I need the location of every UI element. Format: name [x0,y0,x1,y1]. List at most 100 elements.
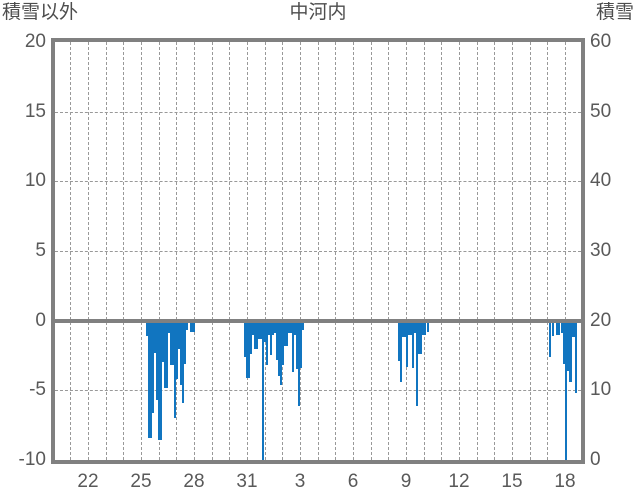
bar [256,320,258,349]
bar [569,320,572,382]
bar [156,320,158,401]
gridline-vertical [441,42,443,460]
bar [160,320,162,441]
bar [427,320,429,332]
x-axis-tick-label: 15 [501,471,523,492]
bar [178,320,180,349]
bar [158,320,160,441]
bar [146,320,148,336]
bar [302,320,304,331]
bar [290,320,292,334]
gridline-vertical [282,42,284,460]
x-axis-tick-label: 12 [448,471,470,492]
bar [154,320,156,353]
bar [168,320,170,334]
chart-title: 中河内 [289,2,347,23]
x-axis-tick-label: 9 [400,471,412,492]
gridline-vertical [88,42,89,460]
y-axis-right-tick-label: 30 [590,240,612,261]
bar [174,320,176,419]
y-axis-left-tick-label: -10 [18,449,46,470]
bar [148,320,150,438]
bar [414,320,416,334]
x-axis-tick-label: 31 [236,471,258,492]
bar [272,320,274,335]
gridline-vertical [353,42,354,460]
bar [286,320,288,346]
gridline-vertical [494,42,496,460]
bar [246,320,248,378]
bar [266,320,268,366]
plot-area [55,42,581,460]
gridline-vertical [547,42,549,460]
bar [565,320,567,460]
x-axis-tick-label: 28 [183,471,205,492]
bar [404,320,406,338]
x-axis-tick-label: 18 [554,471,576,492]
bar [552,320,554,336]
bar [292,320,294,373]
x-axis-tick-label: 25 [130,471,152,492]
gridline-vertical [529,42,531,460]
bar [549,320,551,357]
bar [408,320,410,335]
x-axis-tick-label: 3 [294,471,306,492]
gridline-vertical [158,42,160,460]
bar [402,320,404,338]
bar [262,320,264,460]
gridline-vertical [194,42,195,460]
bar [420,320,422,355]
bar [170,320,172,366]
gridline-vertical [176,42,178,460]
bar [288,320,290,334]
bar [558,320,560,335]
gridline-vertical [123,42,125,460]
bar [268,320,270,335]
gridline-vertical [370,42,372,460]
y-axis-right-tick-label: 10 [590,379,612,401]
bar [150,320,152,438]
bar [162,320,164,363]
right-axis-caption: 積雪 [595,2,634,23]
gridline-vertical [264,42,266,460]
bar [250,320,252,355]
bar [164,320,166,388]
y-axis-right-tick-label: 0 [590,449,601,470]
bar [258,320,260,339]
gridline-vertical [105,42,107,460]
gridline-vertical [300,42,301,460]
left-axis-caption: 積雪以外 [2,2,79,23]
bar [184,320,186,364]
bar [180,320,182,385]
bar [244,320,246,357]
bar [182,320,184,403]
bar [573,320,575,338]
y-axis-right-tick-label: 50 [590,100,612,122]
zero-axis-line [55,318,581,323]
bar [270,320,272,356]
bar [575,320,577,394]
y-axis-left-tick-label: -5 [29,379,46,401]
bar [563,320,566,364]
bar [410,320,412,335]
bar [424,320,426,335]
bar [298,320,300,406]
gridline-vertical [229,42,231,460]
gridline-vertical [459,42,460,460]
bar [561,320,563,334]
y-axis-left-tick-label: 0 [35,309,46,331]
bar [278,320,280,377]
bar [252,320,254,335]
gridline-vertical [406,42,407,460]
gridline-vertical [476,42,478,460]
bar [193,320,195,332]
x-axis-tick-label: 22 [77,471,99,492]
gridline-vertical [247,42,248,460]
bar [280,320,282,385]
gridline-vertical [141,42,142,460]
bar [264,320,266,342]
gridline-vertical [317,42,319,460]
y-axis-left-tick-label: 5 [35,240,46,261]
gridline-vertical [423,42,425,460]
